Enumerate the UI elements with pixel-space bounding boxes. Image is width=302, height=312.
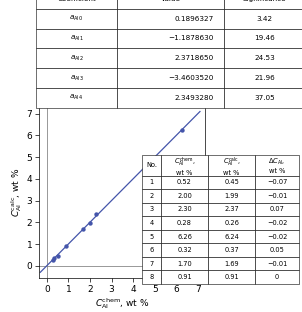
Point <box>88 220 92 225</box>
Y-axis label: $C_{\rm Al}^{\rm calc}$, wt %: $C_{\rm Al}^{\rm calc}$, wt % <box>9 167 24 217</box>
Point <box>56 253 60 258</box>
Point <box>179 128 184 133</box>
Point <box>81 227 86 232</box>
X-axis label: $C_{\rm Al}^{\rm chem}$, wt %: $C_{\rm Al}^{\rm chem}$, wt % <box>95 296 149 311</box>
Point <box>51 255 56 260</box>
Point <box>50 258 55 263</box>
Point <box>94 212 99 217</box>
Point <box>64 243 69 248</box>
